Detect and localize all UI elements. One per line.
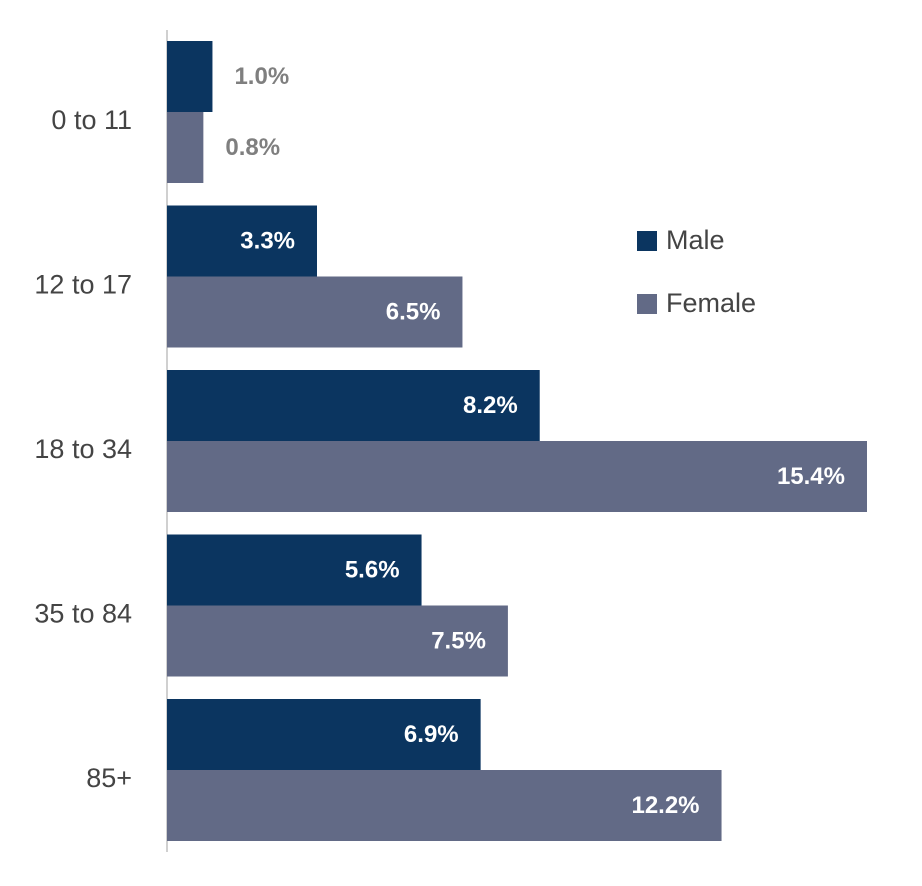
data-label-female-35-to-84: 7.5%: [431, 627, 486, 654]
legend-label-male: Male: [666, 225, 725, 255]
category-label-85: 85+: [86, 763, 132, 793]
data-label-female-18-to-34: 15.4%: [777, 463, 845, 490]
legend: Male Female: [637, 225, 756, 318]
bars-layer: [167, 41, 867, 841]
legend-label-female: Female: [666, 288, 756, 318]
bar-female-0-to-11: [167, 112, 204, 183]
data-label-male-0-to-11: 1.0%: [234, 63, 289, 90]
bar-male-85: [167, 699, 481, 770]
legend-swatch-female: [637, 294, 657, 314]
bar-female-18-to-34: [167, 441, 867, 512]
bar-male-35-to-84: [167, 534, 422, 606]
category-label-12-to-17: 12 to 17: [34, 270, 132, 300]
category-label-35-to-84: 35 to 84: [34, 599, 132, 629]
category-label-18-to-34: 18 to 34: [34, 434, 132, 464]
bar-female-12-to-17: [167, 276, 463, 348]
data-label-male-18-to-34: 8.2%: [463, 392, 518, 419]
data-label-female-0-to-11: 0.8%: [225, 134, 280, 161]
bar-female-85: [167, 770, 722, 841]
bar-male-0-to-11: [167, 41, 213, 112]
bar-male-18-to-34: [167, 370, 540, 441]
data-label-male-12-to-17: 3.3%: [240, 227, 295, 254]
data-label-male-35-to-84: 5.6%: [345, 556, 400, 583]
data-label-male-85: 6.9%: [404, 721, 459, 748]
legend-swatch-male: [637, 231, 657, 251]
data-label-female-12-to-17: 6.5%: [386, 298, 441, 325]
bar-male-12-to-17: [167, 205, 317, 277]
category-label-0-to-11: 0 to 11: [51, 105, 132, 135]
data-label-female-85: 12.2%: [631, 792, 699, 819]
bar-female-35-to-84: [167, 605, 508, 677]
labels-layer: 0 to 11 1.0% 0.8% 12 to 17 3.3% 6.5% 18 to 34 8…: [34, 63, 845, 819]
